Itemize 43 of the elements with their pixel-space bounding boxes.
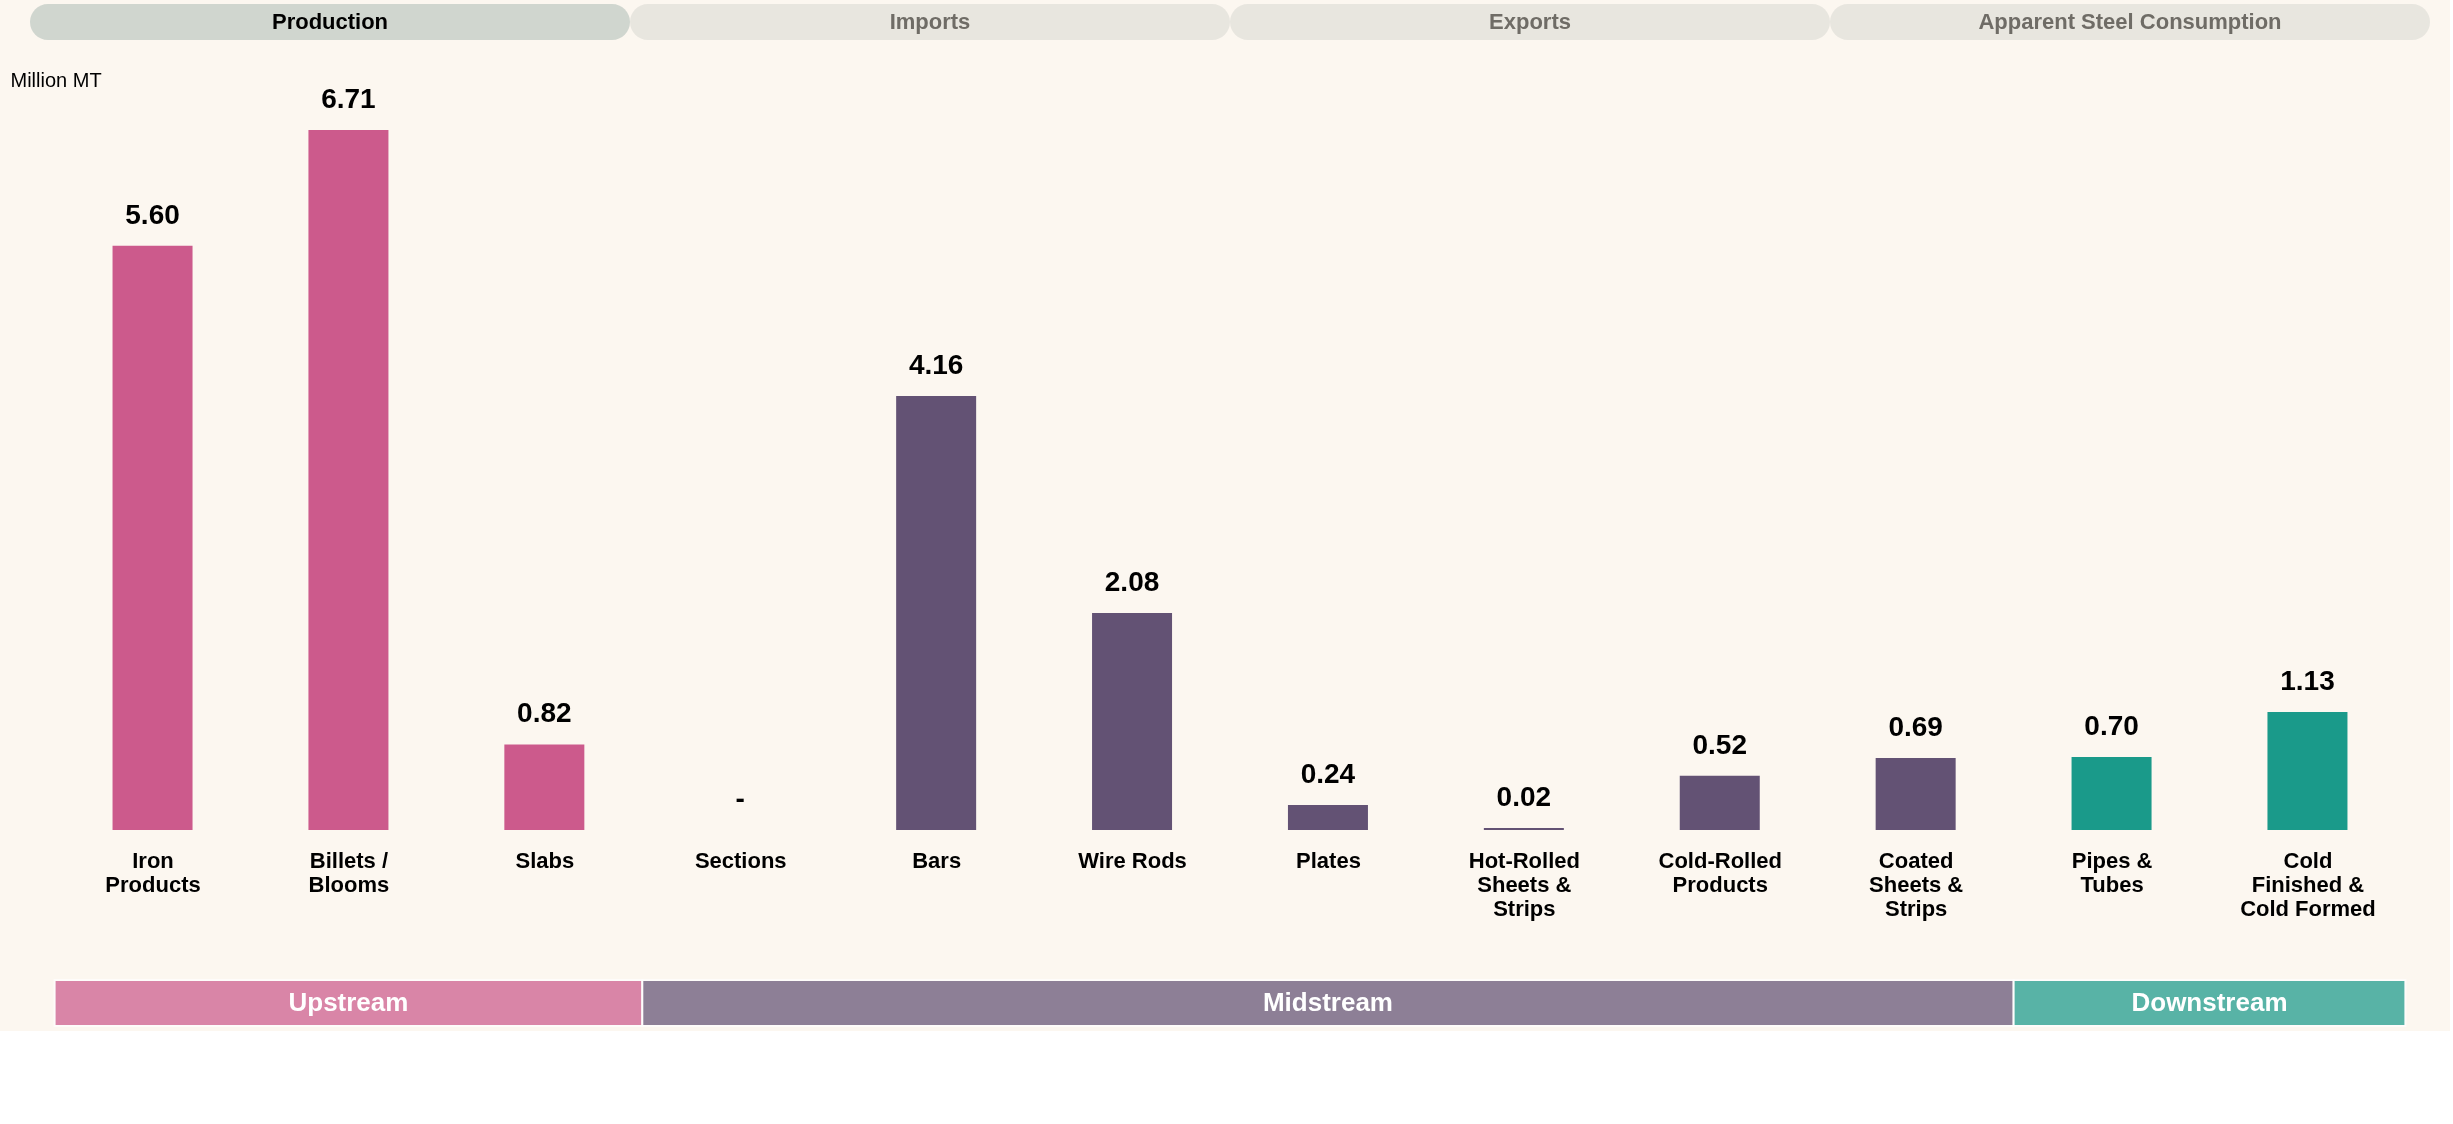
- data-label: 5.60: [125, 198, 180, 230]
- data-label: 6.71: [321, 83, 376, 114]
- data-label: -: [735, 783, 745, 814]
- text: Exports: [1489, 9, 1571, 34]
- x-tick-label: Wire Rods: [1078, 847, 1187, 873]
- text: Apparent Steel Consumption: [1978, 9, 2282, 34]
- bar: [2267, 712, 2348, 830]
- data-label: 0.52: [1692, 728, 1747, 760]
- data-label: 0.02: [1496, 780, 1552, 812]
- x-tick-label: Slabs: [515, 847, 575, 873]
- text: Imports: [889, 9, 971, 34]
- data-label: 1.13: [2280, 665, 2335, 697]
- x-tick-label: Hot-Rolled Sheets & Strips: [1468, 847, 1580, 921]
- data-label: 0.82: [517, 697, 572, 729]
- x-tick-label: Coated Sheets & Strips: [1869, 847, 1964, 921]
- data-label: 0.69: [1888, 711, 1943, 743]
- x-tick-label: Sections: [694, 847, 787, 873]
- bar: [112, 245, 193, 830]
- bar: [1287, 804, 1368, 830]
- text: Midstream: [1262, 987, 1393, 1017]
- bar: [1875, 758, 1956, 830]
- text: Upstream: [288, 987, 409, 1017]
- x-tick-label: Cold-Rolled Products: [1658, 847, 1782, 897]
- text: Downstream: [2131, 987, 2288, 1017]
- x-tick-label: Iron Products: [105, 847, 201, 897]
- bar: [1679, 775, 1760, 830]
- x-tick-label: Billets / Blooms: [308, 847, 390, 897]
- data-label: 4.16: [908, 349, 964, 381]
- bar: [504, 744, 585, 830]
- bar: [1483, 827, 1564, 830]
- text: Production: [271, 9, 389, 34]
- bar: [1092, 613, 1173, 830]
- data-label: 2.08: [1104, 566, 1160, 598]
- x-tick-label: Bars: [912, 847, 962, 873]
- x-tick-label: Cold Finished & Cold Formed: [2240, 847, 2376, 921]
- bar: [896, 396, 977, 830]
- data-label: 0.70: [2084, 709, 2139, 741]
- x-tick-label: Pipes & Tubes: [2071, 847, 2153, 897]
- bar: [308, 130, 389, 830]
- y-axis-title: Million MT: [10, 68, 102, 91]
- x-tick-label: Plates: [1296, 847, 1361, 873]
- bar: [2071, 756, 2152, 830]
- data-label: 0.24: [1300, 757, 1356, 789]
